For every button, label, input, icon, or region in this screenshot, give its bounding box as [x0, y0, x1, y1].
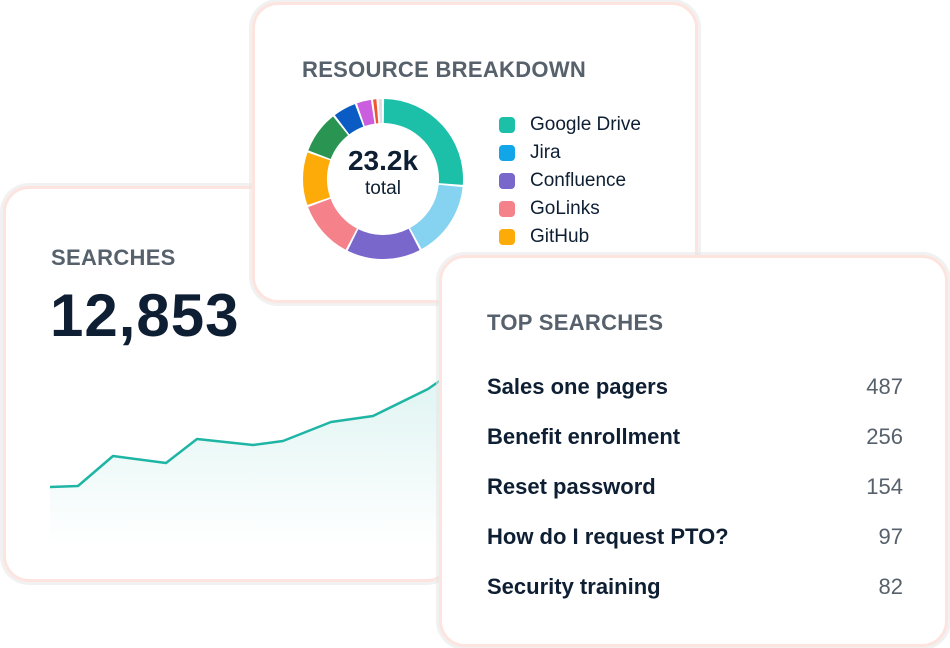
donut-segment [308, 116, 349, 159]
searches-count: 12,853 [50, 282, 240, 349]
search-count: 82 [878, 574, 903, 599]
legend-label: Google Drive [530, 114, 641, 135]
legend-swatch-icon [499, 201, 515, 217]
donut-segment [410, 184, 463, 250]
search-query: How do I request PTO? [487, 524, 729, 549]
search-query: Reset password [487, 474, 656, 499]
search-query: Sales one pagers [487, 374, 668, 399]
legend-item-golinks: GoLinks [499, 195, 641, 223]
legend-swatch-icon [499, 117, 515, 133]
legend-swatch-icon [499, 145, 515, 161]
top-searches-card: TOP SEARCHES Sales one pagers 487 Benefi… [439, 255, 948, 647]
legend-label: GitHub [530, 226, 590, 247]
searches-line-chart [49, 378, 442, 546]
donut-segment [383, 99, 463, 185]
legend-swatch-icon [499, 173, 515, 189]
list-item[interactable]: Security training 82 [487, 562, 903, 612]
legend-label: Jira [530, 142, 561, 163]
legend-label: GoLinks [530, 198, 600, 219]
donut-segment [347, 228, 420, 259]
search-query: Security training [487, 574, 661, 599]
donut-segment [373, 99, 379, 124]
donut-segment [334, 104, 364, 135]
donut-segment [356, 99, 375, 127]
search-count: 97 [878, 524, 903, 549]
legend-swatch-icon [499, 229, 515, 245]
legend-item-jira: Jira [499, 139, 641, 167]
list-item[interactable]: How do I request PTO? 97 [487, 512, 903, 562]
legend-label: Confluence [530, 170, 627, 191]
legend-item-github: GitHub [499, 223, 641, 251]
search-count: 256 [866, 424, 903, 449]
line-chart-line [49, 378, 442, 489]
donut-segment [378, 99, 383, 124]
search-query: Benefit enrollment [487, 424, 681, 449]
search-count: 154 [866, 474, 903, 499]
list-item[interactable]: Sales one pagers 487 [487, 362, 903, 412]
list-item[interactable]: Reset password 154 [487, 462, 903, 512]
resource-donut-chart [303, 99, 463, 259]
donut-center: 23.2k total [303, 145, 463, 201]
donut-total-label: total [365, 178, 401, 199]
donut-total-value: 23.2k [347, 145, 419, 176]
donut-segment [303, 152, 331, 206]
legend-item-confluence: Confluence [499, 167, 641, 195]
search-count: 487 [866, 374, 903, 399]
top-searches-list: Sales one pagers 487 Benefit enrollment … [487, 362, 903, 612]
top-searches-label: TOP SEARCHES [487, 310, 664, 335]
list-item[interactable]: Benefit enrollment 256 [487, 412, 903, 462]
legend-item-google-drive: Google Drive [499, 111, 641, 139]
line-chart-fill [50, 380, 441, 546]
searches-label: SEARCHES [51, 245, 176, 270]
resource-breakdown-card: RESOURCE BREAKDOWN 23.2k total Google Dr… [252, 2, 698, 303]
donut-legend: Google Drive Jira Confluence GoLinks Git… [499, 111, 641, 251]
resource-breakdown-label: RESOURCE BREAKDOWN [302, 57, 587, 82]
donut-segment [308, 198, 357, 250]
